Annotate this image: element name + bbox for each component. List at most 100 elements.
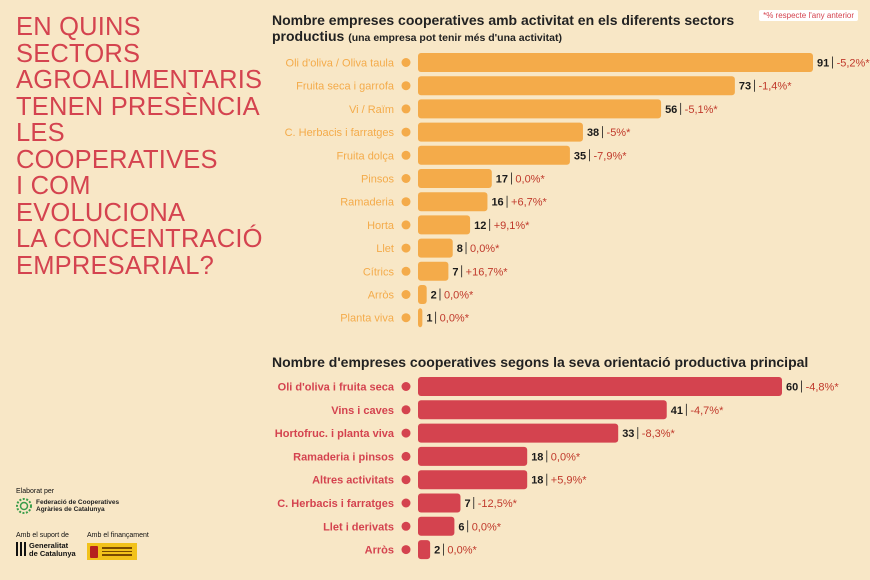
- chart1-change-label: -5%*: [607, 127, 632, 139]
- chart1-bar: [418, 145, 570, 165]
- chart1-change-label: +16,7%*: [466, 266, 509, 278]
- chart1-category-label: Fruita seca i garrofa: [296, 81, 395, 93]
- chart2-title: Nombre d'empreses cooperatives segons la…: [272, 354, 809, 370]
- chart1-change-label: 0,0%*: [470, 243, 500, 255]
- chart2-value-label: 41: [671, 405, 683, 417]
- chart1-value-label: 12: [474, 220, 486, 232]
- basket-icon: [401, 475, 411, 485]
- fcac-name-line2: Agràries de Catalunya: [36, 506, 105, 513]
- chart1-category-label: Planta viva: [340, 313, 395, 325]
- fcac-name-line1: Federació de Cooperatives: [36, 498, 120, 506]
- chart2-change-label: -8,3%*: [642, 428, 676, 440]
- chart1-category-label: Cítrics: [363, 266, 395, 278]
- chart1-value-label: 16: [491, 197, 503, 209]
- grapes-icon: [401, 104, 411, 114]
- chart2-value-label: 60: [786, 382, 798, 394]
- chart1-value-label: 7: [452, 266, 458, 278]
- chart1-bar: [418, 238, 453, 258]
- elaborat-label: Elaborat per: [16, 488, 55, 495]
- headline-line: LES COOPERATIVES: [16, 119, 218, 174]
- gencat-logo: Generalitat de Catalunya: [16, 542, 76, 558]
- fcac-logo-icon: [16, 498, 32, 514]
- chart2-change-label: 0,0%*: [447, 545, 477, 557]
- chart2-bar: [418, 446, 528, 466]
- chart1-bar: [418, 76, 735, 96]
- chart1-category-label: Vi / Raïm: [349, 104, 394, 116]
- chart2-category-label: Oli d'oliva i fruita seca: [278, 382, 395, 394]
- gencat-name-line1: Generalitat: [29, 541, 69, 550]
- chart1-change-label: 0,0%*: [440, 313, 470, 325]
- headline-line: EMPRESARIAL?: [16, 251, 214, 280]
- chart2-category-label: Arròs: [365, 545, 394, 557]
- chart1-change-label: +9,1%*: [494, 220, 530, 232]
- headline: EN QUINS SECTORS AGROALIMENTARIS TENEN P…: [16, 14, 266, 279]
- chart2-bar: [418, 377, 782, 396]
- gencat-name-line2: de Catalunya: [29, 549, 76, 558]
- chart2-value-label: 18: [531, 475, 543, 487]
- chart1-category-label: C. Herbacis i farratges: [285, 127, 395, 139]
- cereal-icon: [401, 127, 411, 137]
- feed-sack-icon: [401, 174, 411, 183]
- chart1-change-label: -1,4%*: [758, 81, 792, 93]
- milk-bottle-icon: [401, 521, 411, 531]
- chart1-bar: [418, 261, 449, 281]
- chart1-category-label: Arròs: [368, 290, 395, 302]
- chart2-category-label: Hortofruc. i planta viva: [275, 428, 395, 440]
- chart2-value-label: 18: [531, 451, 543, 463]
- orange-icon: [401, 266, 411, 276]
- chart1-bar: [418, 215, 471, 235]
- chart1-category-label: Pinsos: [361, 174, 395, 186]
- chart1-value-label: 56: [665, 104, 677, 116]
- chart1-change-label: -7,9%*: [594, 150, 628, 162]
- chart2-category-label: Ramaderia i pinsos: [293, 451, 394, 463]
- chart1-subtitle: (una empresa pot tenir més d'una activit…: [348, 32, 562, 44]
- chart2-change-label: 0,0%*: [472, 521, 502, 533]
- peach-icon: [401, 150, 411, 160]
- potted-plant-icon: [401, 313, 411, 323]
- chart2-change-label: -12,5%*: [478, 498, 518, 510]
- ministry-text-bars: [102, 545, 132, 558]
- rice-icon: [401, 290, 411, 299]
- headline-line: EN QUINS SECTORS: [16, 13, 141, 68]
- chart1-category-label: Llet: [376, 243, 394, 255]
- rice-icon: [401, 545, 411, 555]
- chart1-change-label: -5,1%*: [685, 104, 719, 116]
- chart2-value-label: 7: [464, 498, 470, 510]
- chart2-value-label: 33: [622, 428, 634, 440]
- chart1-value-label: 8: [457, 243, 463, 255]
- chart1-bar: [418, 99, 662, 119]
- chart1-change-label: +6,7%*: [511, 197, 547, 209]
- chart1-bar: [418, 192, 488, 212]
- chart1-value-label: 1: [426, 313, 432, 325]
- ministry-logo: [87, 543, 137, 560]
- chart2-change-label: -4,8%*: [806, 382, 840, 394]
- chart1-category-label: Ramaderia: [340, 197, 395, 209]
- chart2-bar: [418, 470, 528, 490]
- headline-line: TENEN PRESÈNCIA: [16, 92, 260, 121]
- chart2-bar: [418, 423, 619, 443]
- chart2-change-label: -4,7%*: [690, 405, 724, 417]
- chart1-value-label: 35: [574, 150, 586, 162]
- olive-branch-icon: [401, 382, 411, 391]
- cow-icon: [401, 197, 411, 207]
- chart2-category-label: Llet i derivats: [323, 521, 394, 533]
- wine-bottle-icon: [401, 405, 411, 415]
- chart1-category-label: Horta: [367, 220, 395, 232]
- chart2-category-label: Altres activitats: [312, 475, 394, 487]
- suport-label: Amb el suport de: [16, 532, 69, 539]
- headline-line: AGROALIMENTARIS: [16, 66, 263, 94]
- chart1-category-label: Fruita dolça: [337, 150, 395, 162]
- chart1-bar: [418, 285, 427, 304]
- chart1-change-label: 0,0%*: [515, 174, 545, 186]
- chart2-change-label: 0,0%*: [551, 451, 581, 463]
- cow-sack-icon: [401, 451, 411, 461]
- chart1-bar: [418, 308, 423, 328]
- chart2-category-label: C. Herbacis i farratges: [277, 498, 394, 510]
- chart1-bar: [418, 53, 813, 72]
- chart1-title-main: Nombre empreses cooperatives amb activit…: [272, 12, 735, 44]
- chart1-title: Nombre empreses cooperatives amb activit…: [272, 12, 742, 46]
- chart2-value-label: 6: [458, 521, 464, 533]
- headline-line: I COM EVOLUCIONA: [16, 172, 186, 227]
- olive-icon: [401, 58, 411, 67]
